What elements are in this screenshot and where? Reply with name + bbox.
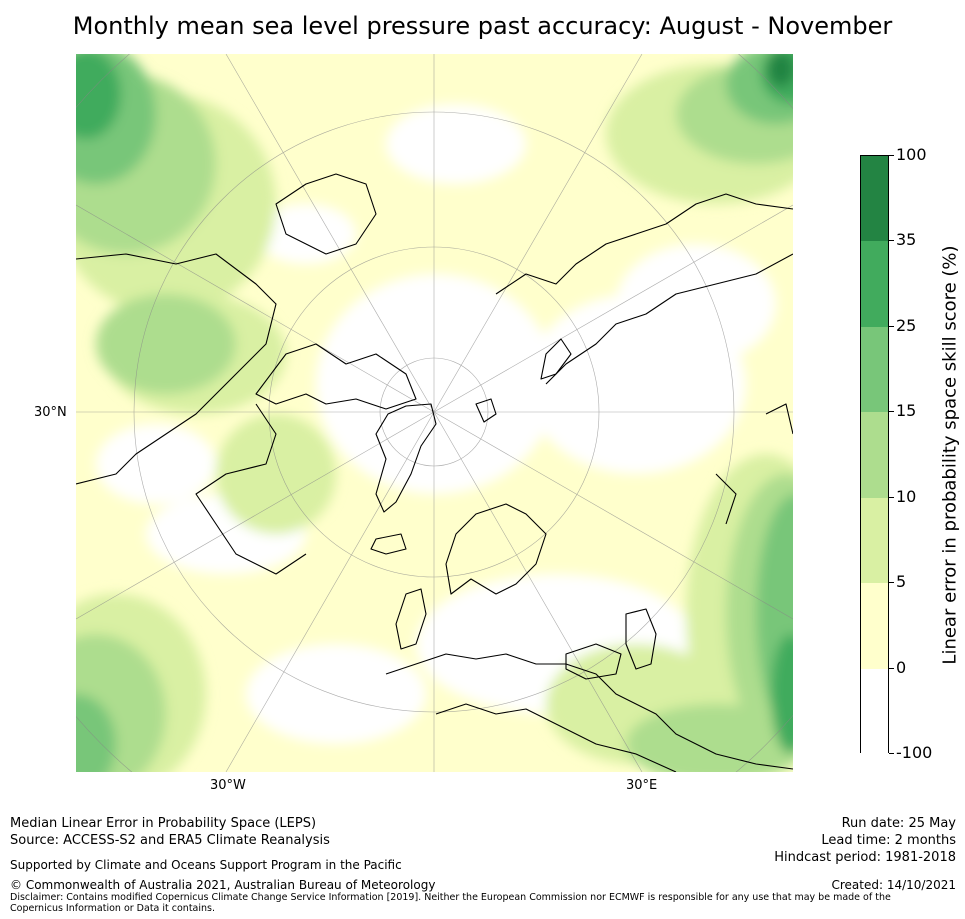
colorbar-segment [861,412,888,498]
colorbar [860,155,889,754]
colorbar-tick-label: 25 [896,315,917,335]
footer-created: Created: 14/10/2021 [831,878,956,892]
footer-method: Median Linear Error in Probability Space… [10,816,317,831]
lon-label-30w: 30°W [210,778,246,793]
colorbar-tick-mark [889,411,894,413]
footer-source: Source: ACCESS-S2 and ERA5 Climate Reana… [10,833,330,848]
footer-lead-time: Lead time: 2 months [821,833,956,848]
coast-labrador [195,403,307,575]
coast-scandinavia [445,503,547,595]
footer-support: Supported by Climate and Oceans Support … [10,858,402,872]
colorbar-segment [861,241,888,327]
colorbar-tick-mark [889,240,894,242]
coast-mediterranean [435,703,677,772]
colorbar-segment [861,497,888,584]
colorbar-tick-label: -100 [896,743,933,762]
coast-novaya-zemlya [540,338,572,380]
colorbar-tick-mark [889,496,894,498]
colorbar-tick-mark [889,753,894,754]
skill-field [76,54,793,772]
coastlines [76,173,793,772]
colorbar-tick-mark [889,667,894,669]
colorbar-tick-label: 35 [896,230,917,250]
graticule [76,54,793,772]
footer-disclaimer: Disclaimer: Contains modified Copernicus… [10,892,891,914]
lat-label-30n: 30°N [34,405,67,420]
coast-caspian [625,608,657,670]
colorbar-tick-label: 5 [896,572,907,592]
colorbar-tick-mark [889,155,894,156]
colorbar-tick-mark [889,325,894,327]
colorbar-tick-label: 10 [896,486,917,506]
lon-label-30e: 30°E [626,778,658,793]
coast-greenland [375,403,437,513]
coast-alaska [275,173,377,255]
coast-iceland [370,533,407,555]
coast-russia-north [545,253,793,385]
coast-uk [395,588,427,650]
coast-siberia [495,193,793,295]
colorbar-tick-label: 0 [896,657,907,677]
coast-canada-arctic [255,343,417,410]
footer-copyright: © Commonwealth of Australia 2021, Austra… [10,878,436,892]
colorbar-segment [861,326,888,413]
coast-black-sea [565,643,622,680]
colorbar-tick-mark [889,582,894,584]
chart-title: Monthly mean sea level pressure past acc… [72,12,893,40]
footer-hindcast: Hindcast period: 1981-2018 [774,850,956,865]
coast-east-asia [715,403,793,525]
colorbar-tick-label: 15 [896,401,917,421]
map-canvas [76,54,793,772]
colorbar-tick-label: 100 [896,145,927,164]
colorbar-segment [861,583,888,669]
colorbar-label: Linear error in probability space skill … [939,245,961,665]
coast-svalbard [475,398,497,423]
colorbar-segment [861,156,888,242]
coast-europe [385,653,793,770]
colorbar-segment [861,668,888,754]
footer-run-date: Run date: 25 May [841,816,956,831]
coast-north-america [76,253,277,485]
polar-map[interactable] [76,54,793,772]
